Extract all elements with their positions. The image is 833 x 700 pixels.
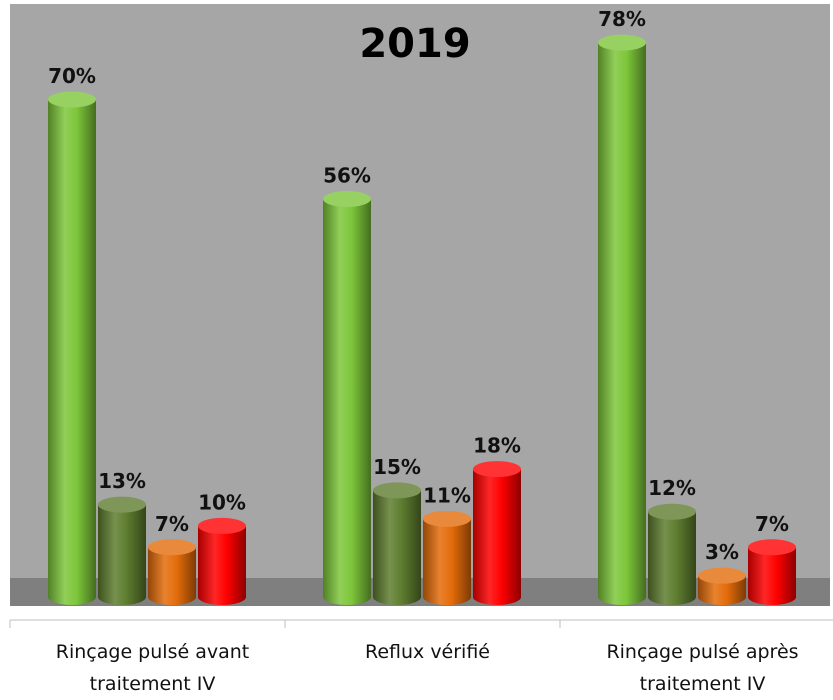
value-label: 13% xyxy=(98,469,146,493)
bar xyxy=(198,517,246,605)
bar xyxy=(48,91,96,605)
bar-body xyxy=(748,547,796,597)
bar-top xyxy=(648,503,696,520)
value-label: 11% xyxy=(423,483,471,507)
bar xyxy=(323,191,371,605)
bar-body xyxy=(648,511,696,597)
value-label: 15% xyxy=(373,455,421,479)
bar-body xyxy=(373,490,421,597)
bar-top xyxy=(473,461,521,478)
bar-top xyxy=(598,34,646,51)
bar xyxy=(473,461,521,605)
bar xyxy=(373,482,421,605)
bar-top xyxy=(323,191,371,207)
bar-top xyxy=(98,496,146,513)
x-tick-label: Rinçage pulsé avant traitement IV xyxy=(55,641,250,695)
bar xyxy=(148,539,196,605)
value-label: 78% xyxy=(598,7,646,31)
bar-body xyxy=(98,504,146,597)
x-tick-label: Reflux vérifié xyxy=(364,641,490,663)
bar xyxy=(98,496,146,605)
x-tick-label: Rinçage pulsé après traitement IV xyxy=(606,641,799,695)
bar-body xyxy=(323,199,371,597)
bar-body xyxy=(198,525,246,597)
bar xyxy=(698,567,746,605)
back-wall xyxy=(10,4,830,580)
value-label: 7% xyxy=(155,512,189,536)
bar xyxy=(598,34,646,605)
chart-title: 2019 xyxy=(359,21,470,67)
bar-top xyxy=(698,567,746,584)
bar xyxy=(748,539,796,605)
bar-body xyxy=(148,547,196,597)
bar-top xyxy=(148,539,196,556)
bar-top xyxy=(373,482,421,499)
bar-top xyxy=(748,539,796,556)
bar-body xyxy=(48,99,96,597)
value-label: 70% xyxy=(48,64,96,88)
bar-top xyxy=(198,517,246,534)
bar-top xyxy=(423,510,471,527)
value-label: 12% xyxy=(648,476,696,500)
bar-body xyxy=(423,518,471,597)
bar-body xyxy=(598,42,646,597)
value-label: 10% xyxy=(198,490,246,514)
value-label: 18% xyxy=(473,434,521,458)
bar xyxy=(423,510,471,605)
bar-body xyxy=(473,469,521,597)
value-label: 3% xyxy=(705,540,739,564)
value-label: 7% xyxy=(755,512,789,536)
bar-top xyxy=(48,91,96,108)
bar xyxy=(648,503,696,605)
value-label: 56% xyxy=(323,164,371,188)
